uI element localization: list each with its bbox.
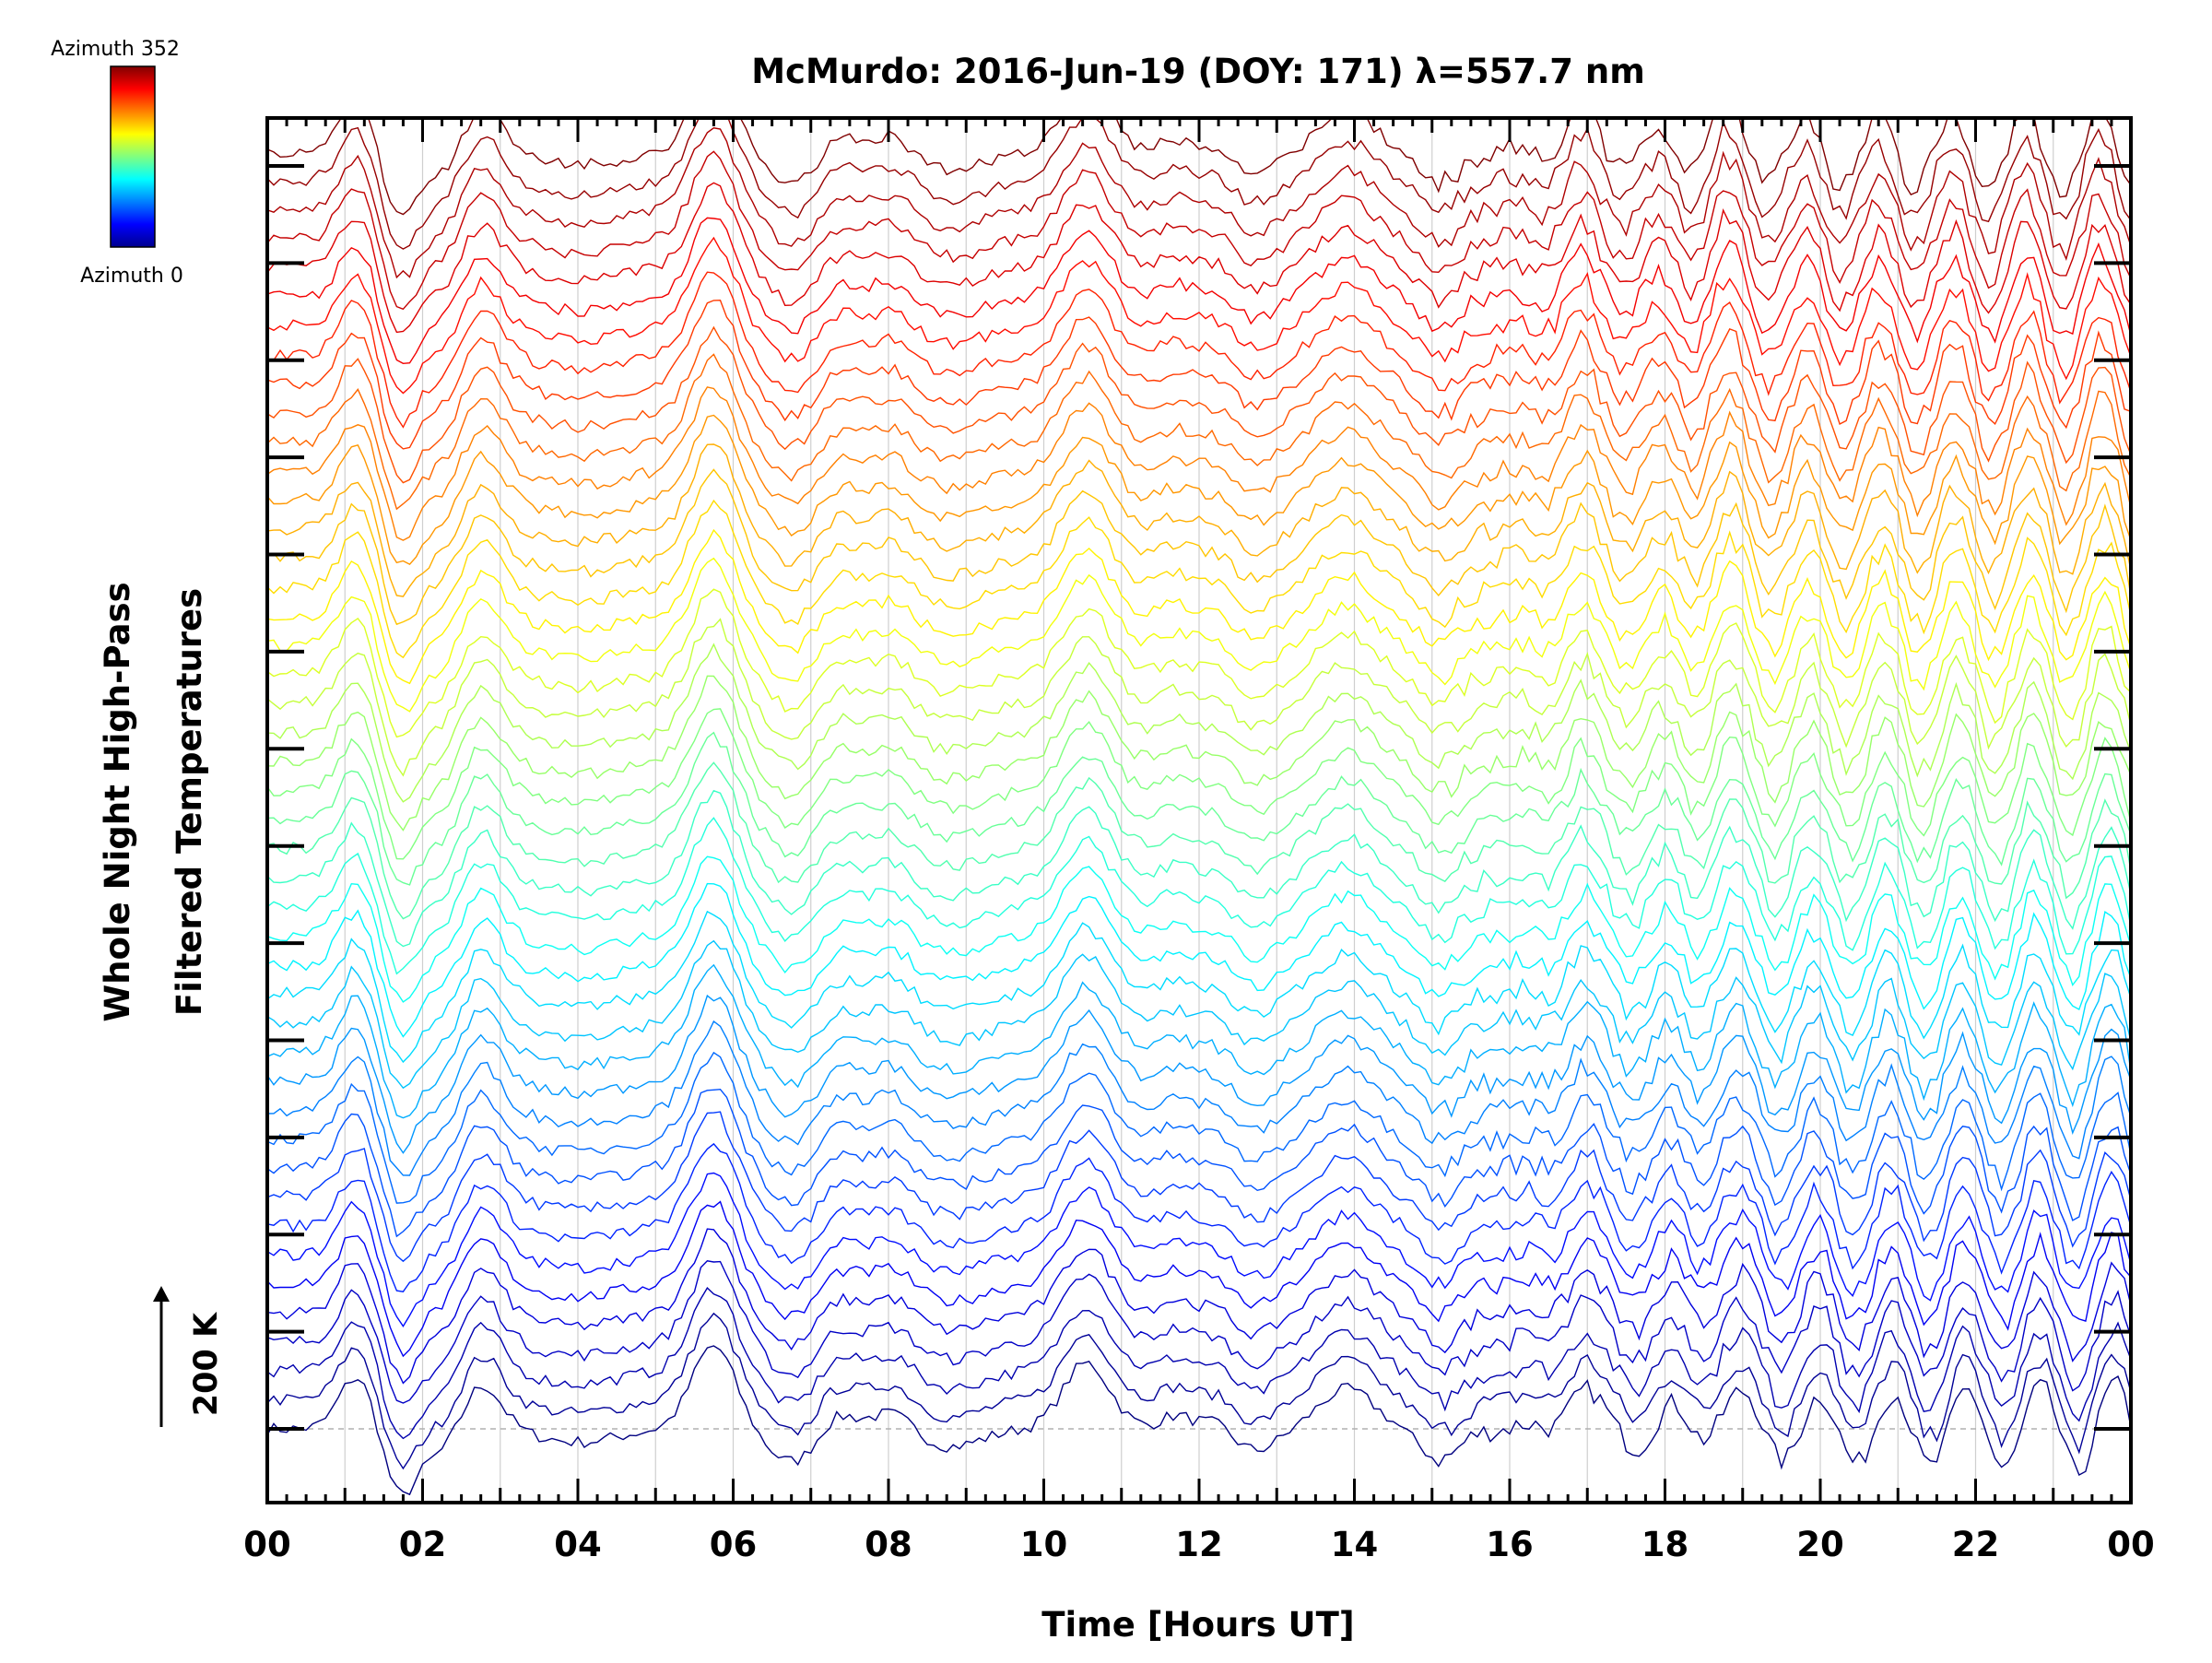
series-line-azimuth-256 xyxy=(267,414,2131,565)
x-tick-label: 18 xyxy=(1641,1525,1689,1564)
series-line-azimuth-80 xyxy=(267,1051,2131,1204)
series-line-azimuth-280 xyxy=(267,325,2131,484)
series-line-azimuth-296 xyxy=(267,271,2131,429)
series-line-azimuth-184 xyxy=(267,675,2131,832)
series-line-azimuth-320 xyxy=(267,182,2131,334)
series-line-azimuth-56 xyxy=(267,1142,2131,1292)
grid-lines xyxy=(267,118,2131,1503)
series-line-azimuth-64 xyxy=(267,1111,2131,1263)
x-tick-label: 02 xyxy=(399,1525,447,1564)
series-line-azimuth-144 xyxy=(267,817,2131,975)
colorbar-gradient xyxy=(110,65,156,248)
x-tick-label: 20 xyxy=(1796,1525,1844,1564)
series-line-azimuth-232 xyxy=(267,499,2131,659)
series-line-azimuth-152 xyxy=(267,789,2131,948)
x-tick-label: 00 xyxy=(243,1525,291,1564)
series-line-azimuth-304 xyxy=(267,236,2131,395)
x-tick-label: 06 xyxy=(710,1525,758,1564)
x-axis-label: Time [Hours UT] xyxy=(1041,1605,1354,1645)
series-line-azimuth-112 xyxy=(267,939,2131,1090)
series-line-azimuth-48 xyxy=(267,1172,2131,1327)
x-tick-label: 12 xyxy=(1175,1525,1223,1564)
x-tick-label: 08 xyxy=(865,1525,912,1564)
x-tick-label: 16 xyxy=(1486,1525,1534,1564)
series-line-azimuth-200 xyxy=(267,618,2131,777)
series-line-azimuth-344 xyxy=(267,118,2131,250)
colorbar-label-bottom: Azimuth 0 xyxy=(80,265,183,288)
series-line-azimuth-32 xyxy=(267,1228,2131,1385)
series-line-azimuth-248 xyxy=(267,443,2131,597)
series-line-azimuth-272 xyxy=(267,353,2131,511)
series-line-azimuth-96 xyxy=(267,994,2131,1154)
series-line-azimuth-16 xyxy=(267,1286,2131,1440)
y-axis-label: Whole Night High-Pass Filtered Temperatu… xyxy=(98,582,209,1021)
series-line-azimuth-72 xyxy=(267,1088,2131,1238)
series-line-azimuth-336 xyxy=(267,127,2131,279)
series-line-azimuth-216 xyxy=(267,557,2131,713)
series-line-azimuth-40 xyxy=(267,1200,2131,1358)
scale-label: 200 K xyxy=(188,1311,225,1416)
x-tick-label: 10 xyxy=(1020,1525,1068,1564)
series-line-azimuth-8 xyxy=(267,1312,2131,1470)
series-line-azimuth-128 xyxy=(267,882,2131,1038)
series-line-azimuth-88 xyxy=(267,1020,2131,1176)
series-line-azimuth-168 xyxy=(267,731,2131,886)
series-line-azimuth-104 xyxy=(267,963,2131,1119)
colorbar: Azimuth 352 Azimuth 0 xyxy=(51,38,183,288)
x-tick-label: 14 xyxy=(1331,1525,1379,1564)
chart-title: McMurdo: 2016-Jun-19 (DOY: 171) λ=557.7 … xyxy=(751,52,1645,91)
series-line-azimuth-264 xyxy=(267,386,2131,541)
scale-arrow-head xyxy=(153,1286,170,1302)
series-group xyxy=(267,118,2131,1496)
series-line-azimuth-0 xyxy=(267,1345,2131,1496)
series-line-azimuth-224 xyxy=(267,528,2131,685)
x-tick-label: 00 xyxy=(2107,1525,2155,1564)
y-axis-label-line2: Filtered Temperatures xyxy=(170,588,209,1016)
scale-bar: 200 K xyxy=(153,1286,225,1427)
x-tick-label: 22 xyxy=(1952,1525,2000,1564)
series-line-azimuth-136 xyxy=(267,855,2131,1003)
series-line-azimuth-192 xyxy=(267,643,2131,803)
series-line-azimuth-160 xyxy=(267,761,2131,920)
colorbar-label-top: Azimuth 352 xyxy=(51,38,180,61)
series-line-azimuth-312 xyxy=(267,217,2131,365)
x-tick-label: 04 xyxy=(554,1525,602,1564)
series-line-azimuth-208 xyxy=(267,588,2131,738)
series-line-azimuth-240 xyxy=(267,468,2131,626)
series-line-azimuth-288 xyxy=(267,299,2131,450)
series-line-azimuth-176 xyxy=(267,708,2131,860)
axes: 00 02 04 06 08 10 12 14 16 18 20 22 00 xyxy=(243,116,2155,1564)
series-line-azimuth-24 xyxy=(267,1260,2131,1404)
series-line-azimuth-328 xyxy=(267,150,2131,311)
series-line-azimuth-120 xyxy=(267,910,2131,1064)
y-axis-label-line1: Whole Night High-Pass xyxy=(98,582,137,1021)
